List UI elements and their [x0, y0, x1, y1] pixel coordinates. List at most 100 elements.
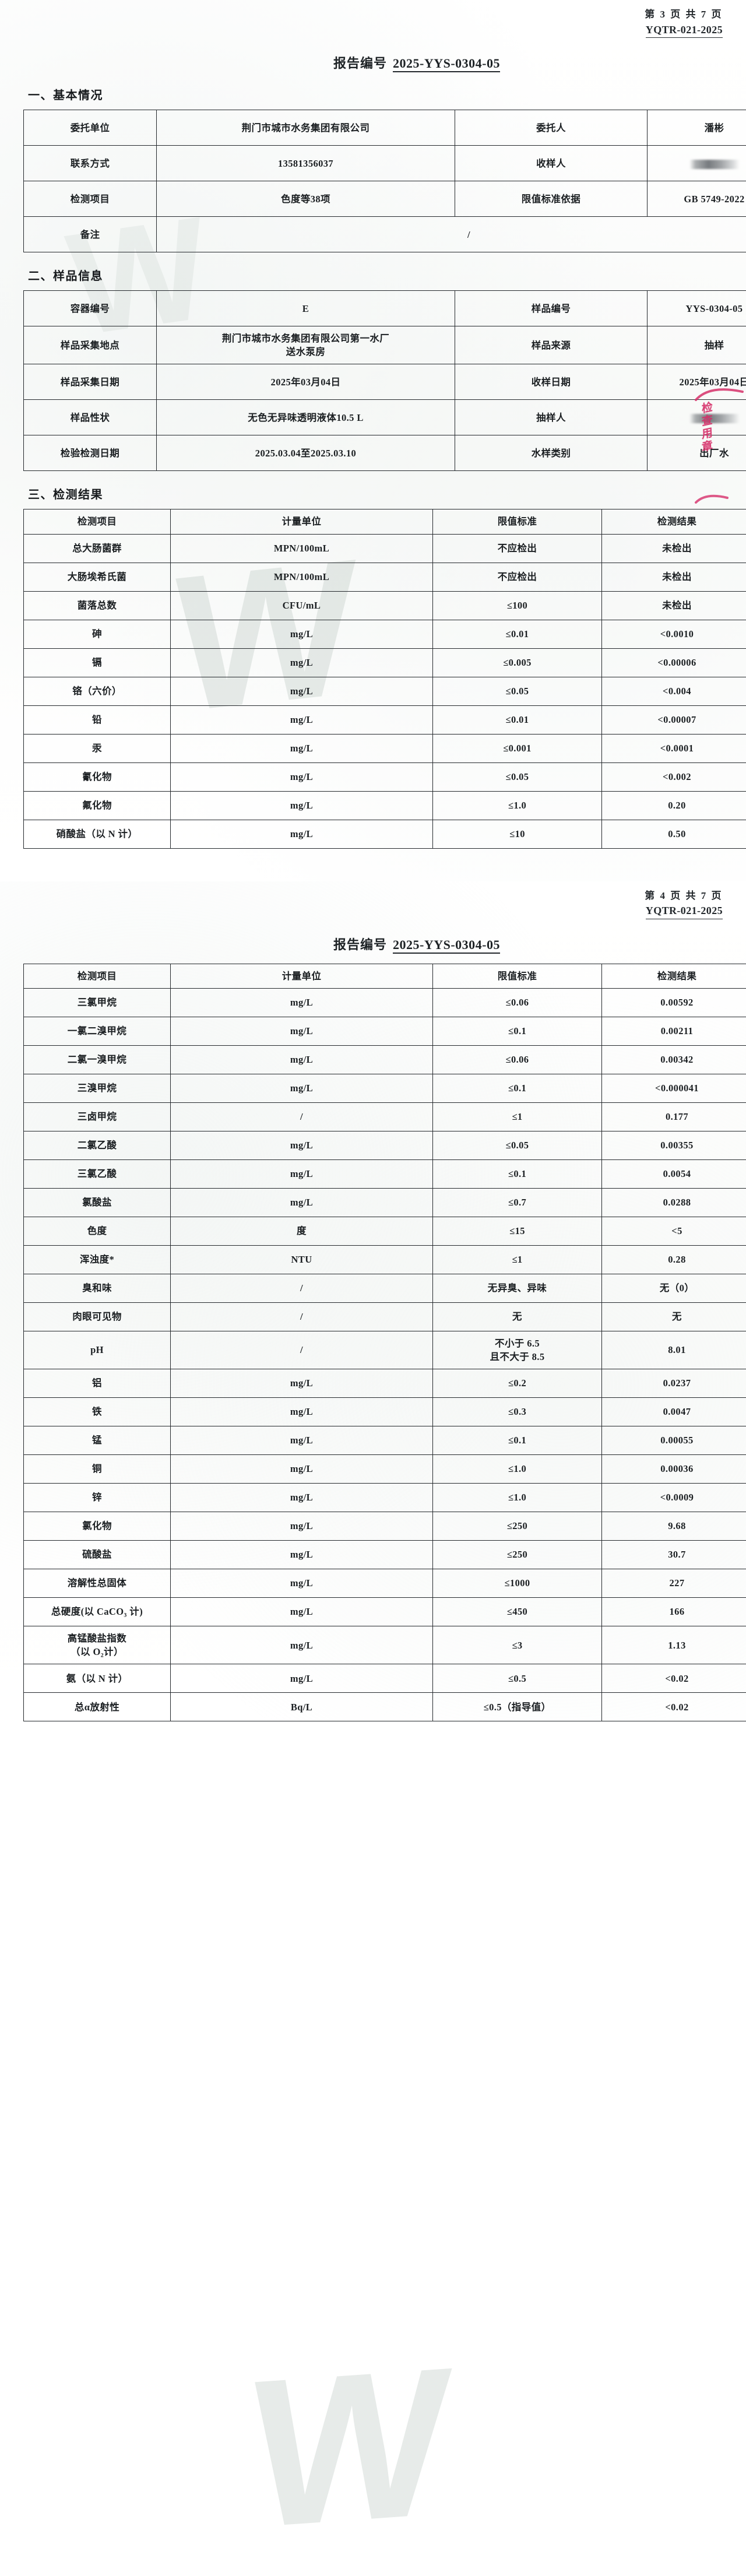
cell-limit-standard: ≤0.001: [433, 734, 602, 762]
cell-label2: 委托人: [455, 110, 648, 146]
report-number-value: 2025-YYS-0304-05: [393, 56, 500, 72]
cell-test-item: 溶解性总固体: [24, 1569, 171, 1598]
cell-test-result: 0.00355: [602, 1131, 746, 1159]
cell-unit: mg/L: [171, 1626, 433, 1664]
cell-label: 样品性状: [24, 400, 157, 435]
table-row-remark: 备注 /: [24, 217, 746, 252]
cell-test-item: 臭和味: [24, 1274, 171, 1302]
column-header-limit: 限值标准: [433, 509, 602, 534]
section-title-basic-info: 一、基本情况: [28, 86, 723, 103]
cell-limit-standard: ≤0.1: [433, 1017, 602, 1045]
cell-value: 2025年03月04日: [157, 364, 455, 400]
table-row: 联系方式 13581356037 收样人: [24, 146, 746, 181]
cell-test-result: 0.00211: [602, 1017, 746, 1045]
section-title-test-results: 三、检测结果: [28, 485, 723, 502]
cell-unit: mg/L: [171, 1369, 433, 1398]
cell-label: 容器编号: [24, 291, 157, 326]
cell-limit-standard: ≤0.05: [433, 762, 602, 791]
cell-test-result: <0.004: [602, 677, 746, 705]
table-row: 氨（以 N 计）mg/L≤0.5<0.02: [24, 1664, 746, 1693]
cell-limit-standard: ≤0.01: [433, 620, 602, 648]
cell-limit-standard: ≤0.1: [433, 1159, 602, 1188]
report-page-3: W W 第 3 页 共 7 页 YQTR-021-2025 报告编号 2025-…: [0, 0, 746, 881]
cell-test-result: 0.0054: [602, 1159, 746, 1188]
cell-test-item: 氯酸盐: [24, 1188, 171, 1217]
cell-test-result: 30.7: [602, 1541, 746, 1569]
cell-unit: 度: [171, 1217, 433, 1245]
cell-unit: /: [171, 1102, 433, 1131]
cell-limit-standard: 无异臭、异味: [433, 1274, 602, 1302]
section-title-sample-info: 二、样品信息: [28, 266, 723, 283]
cell-test-result: 0.0047: [602, 1398, 746, 1426]
cell-unit: mg/L: [171, 1541, 433, 1569]
table-row: 检测项目 色度等38项 限值标准依据 GB 5749-2022: [24, 181, 746, 217]
cell-unit: mg/L: [171, 705, 433, 734]
cell-test-result: 未检出: [602, 563, 746, 591]
cell-test-result: <0.000041: [602, 1074, 746, 1102]
table-row: 样品采集地点 荆门市城市水务集团有限公司第一水厂送水泵房 样品来源 抽样: [24, 326, 746, 364]
cell-unit: MPN/100mL: [171, 563, 433, 591]
cell-value: 13581356037: [157, 146, 455, 181]
cell-limit-standard: ≤0.5: [433, 1664, 602, 1693]
report-number-label: 报告编号: [333, 937, 387, 952]
cell-unit: mg/L: [171, 1512, 433, 1541]
cell-unit: mg/L: [171, 677, 433, 705]
sample-info-body: 容器编号 E 样品编号 YYS-0304-05 样品采集地点 荆门市城市水务集团…: [24, 291, 746, 471]
cell-test-item: 铝: [24, 1369, 171, 1398]
cell-test-result: 0.00055: [602, 1426, 746, 1455]
cell-limit-standard: ≤0.7: [433, 1188, 602, 1217]
report-page-4: W 第 4 页 共 7 页 YQTR-021-2025 报告编号 2025-YY…: [0, 881, 746, 1722]
cell-limit-standard: ≤1.0: [433, 791, 602, 820]
table-row: 样品性状 无色无异味透明液体10.5 L 抽样人: [24, 400, 746, 435]
cell-test-item: 汞: [24, 734, 171, 762]
document-code: YQTR-021-2025: [646, 23, 723, 38]
cell-label2: 水样类别: [455, 435, 648, 471]
cell-unit: mg/L: [171, 1426, 433, 1455]
cell-test-item: 总硬度(以 CaCO₃ 计): [24, 1598, 171, 1626]
cell-test-result: <5: [602, 1217, 746, 1245]
cell-test-item: 浑浊度*: [24, 1245, 171, 1274]
cell-unit: mg/L: [171, 1159, 433, 1188]
page-number: 第 4 页 共 7 页: [23, 890, 723, 903]
cell-limit-standard: 不应检出: [433, 534, 602, 563]
cell-test-item: 总α放射性: [24, 1693, 171, 1721]
cell-test-result: <0.002: [602, 762, 746, 791]
cell-test-item: 高锰酸盐指数（以 O₂计）: [24, 1626, 171, 1664]
cell-limit-standard: ≤3: [433, 1626, 602, 1664]
basic-info-table: 委托单位 荆门市城市水务集团有限公司 委托人 潘彬 联系方式 135813560…: [23, 110, 746, 252]
cell-test-result: 未检出: [602, 534, 746, 563]
cell-test-item: 氯化物: [24, 1512, 171, 1541]
cell-limit-standard: ≤0.1: [433, 1426, 602, 1455]
table-header-row: 检测项目 计量单位 限值标准 检测结果: [24, 509, 746, 534]
cell-value2: 2025年03月04日: [648, 364, 746, 400]
cell-unit: mg/L: [171, 1598, 433, 1626]
table-row: 臭和味/无异臭、异味无（0）: [24, 1274, 746, 1302]
cell-unit: mg/L: [171, 1455, 433, 1484]
table-row: 样品采集日期 2025年03月04日 收样日期 2025年03月04日: [24, 364, 746, 400]
cell-test-result: 无: [602, 1302, 746, 1331]
cell-test-result: 0.20: [602, 791, 746, 820]
cell-test-item: 三氯甲烷: [24, 988, 171, 1017]
cell-limit-standard: ≤0.06: [433, 1045, 602, 1074]
cell-limit-standard: ≤0.1: [433, 1074, 602, 1102]
cell-test-item: 氟化物: [24, 791, 171, 820]
cell-test-result: 8.01: [602, 1331, 746, 1369]
cell-test-result: <0.0010: [602, 620, 746, 648]
cell-test-item: 氨（以 N 计）: [24, 1664, 171, 1693]
